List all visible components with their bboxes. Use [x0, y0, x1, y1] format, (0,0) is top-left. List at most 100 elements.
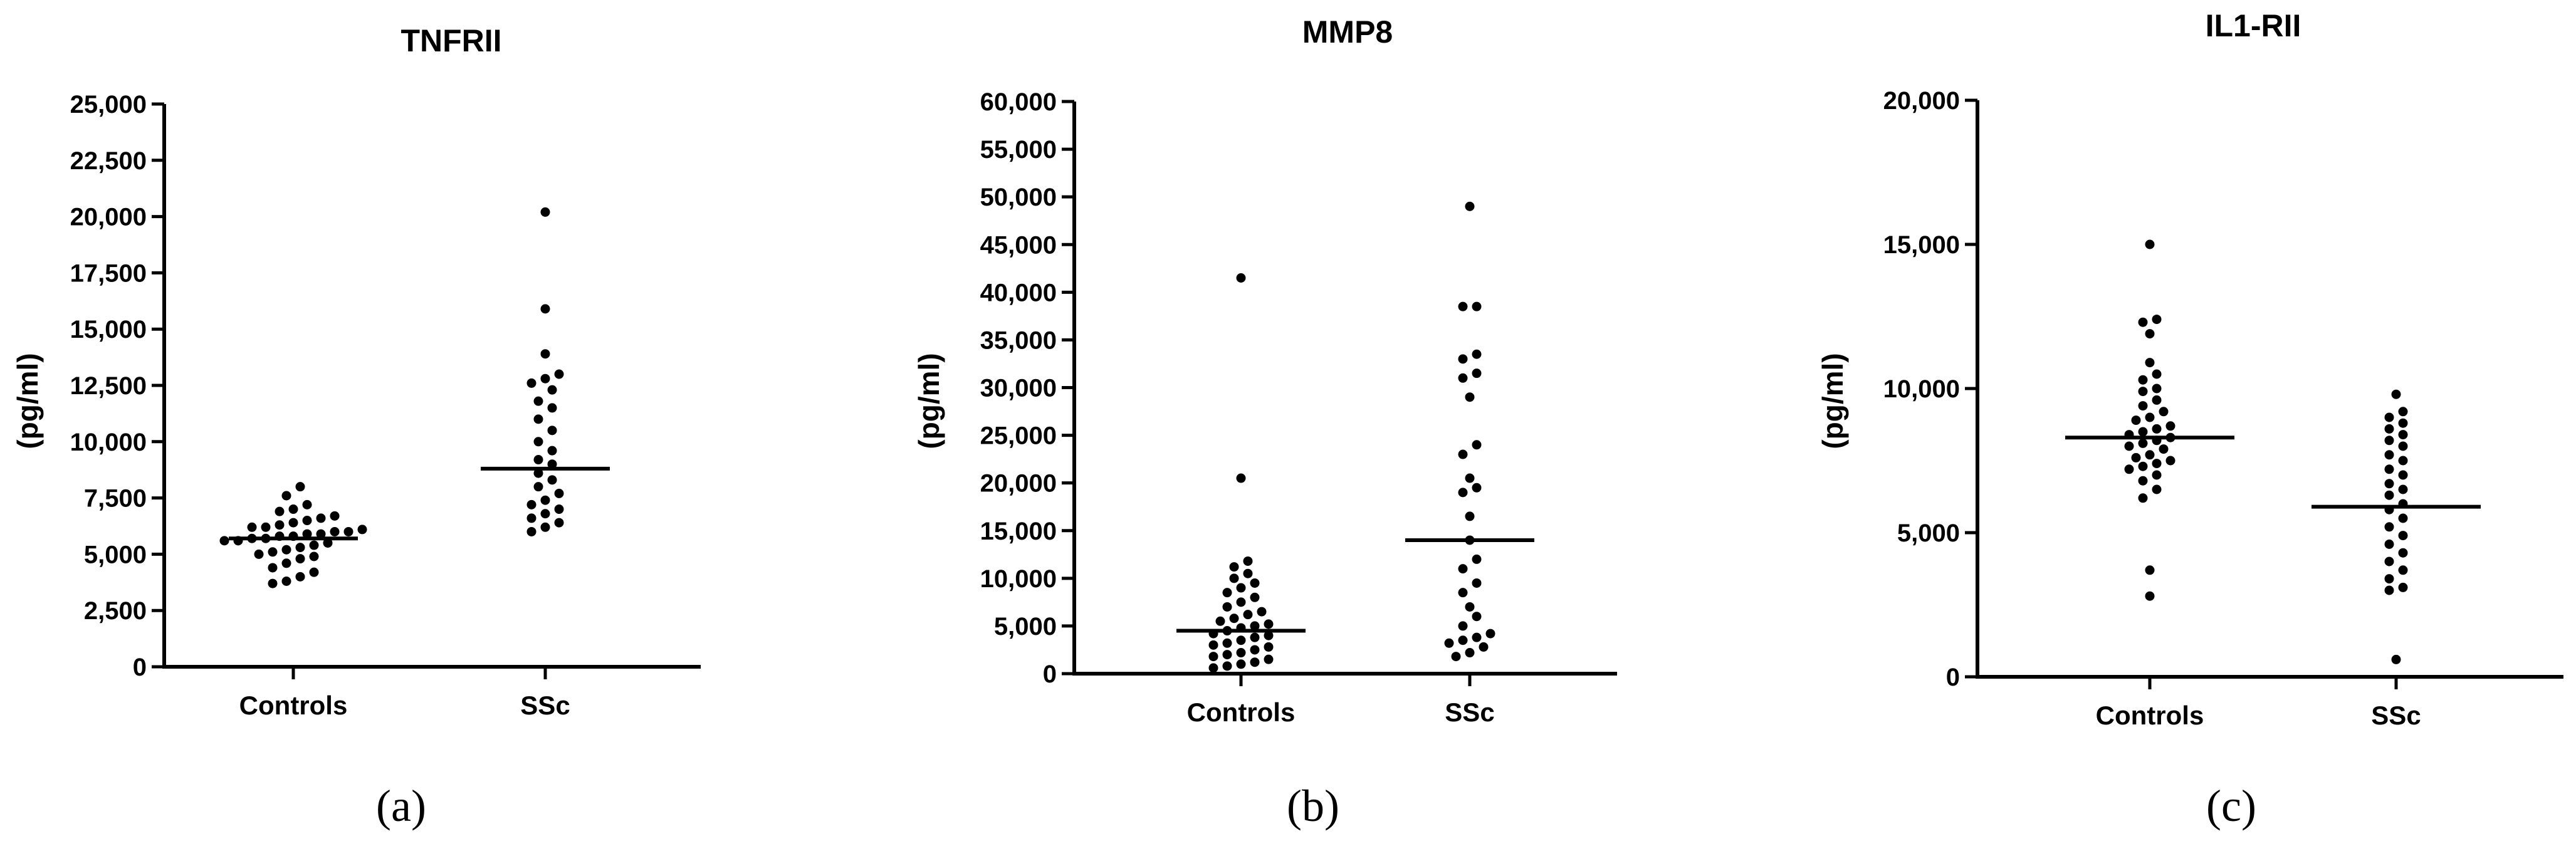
data-point	[1485, 629, 1495, 639]
data-point	[1236, 273, 1246, 283]
data-point	[1458, 301, 1468, 311]
data-point	[547, 475, 557, 485]
data-point	[1472, 483, 1482, 493]
x-tick-label: Controls	[239, 691, 348, 720]
data-point	[330, 526, 340, 536]
data-point	[1236, 635, 1246, 645]
panel-title: TNFRII	[401, 23, 501, 58]
data-point	[540, 495, 550, 505]
data-point	[1243, 568, 1253, 578]
y-tick-label: 40,000	[980, 279, 1057, 306]
data-point	[2138, 401, 2148, 411]
data-point	[1465, 392, 1475, 402]
data-point	[2145, 412, 2155, 422]
data-point	[1250, 592, 1260, 602]
panel-title: IL1-RII	[2206, 8, 2301, 43]
data-point	[1250, 645, 1260, 655]
data-point	[2398, 565, 2408, 575]
data-point	[2152, 459, 2162, 469]
data-point	[309, 551, 319, 561]
x-tick-label: SSc	[1445, 697, 1494, 727]
y-tick-label: 7,500	[84, 485, 147, 513]
data-point	[1472, 440, 1482, 450]
data-point	[1215, 616, 1225, 626]
data-point	[1458, 488, 1468, 498]
data-point	[1236, 583, 1246, 593]
data-point	[547, 385, 557, 395]
data-point	[357, 525, 367, 535]
y-tick-label: 25,000	[70, 91, 147, 118]
data-point	[343, 526, 353, 536]
data-point	[540, 373, 550, 384]
data-point	[540, 522, 550, 532]
y-tick-label: 20,000	[980, 470, 1057, 498]
data-point	[2398, 582, 2408, 592]
data-point	[254, 549, 264, 559]
data-point	[2145, 329, 2155, 339]
data-point	[554, 504, 564, 514]
y-axis-title: (pg/ml)	[1816, 353, 1849, 449]
data-point	[547, 403, 557, 413]
data-point	[2384, 464, 2394, 474]
data-point	[275, 520, 285, 530]
panel-caption: (b)	[1287, 781, 1339, 831]
data-point	[1264, 642, 1274, 652]
data-point	[1243, 610, 1253, 620]
data-point	[1451, 652, 1461, 662]
data-point	[1444, 638, 1454, 648]
data-point	[2384, 574, 2394, 584]
data-point	[2138, 375, 2148, 385]
panel-title: MMP8	[1302, 14, 1393, 50]
data-point	[1465, 602, 1475, 612]
data-point	[2384, 436, 2394, 446]
data-point	[1479, 642, 1489, 652]
data-point	[275, 506, 285, 516]
y-axis-title: (pg/ml)	[11, 353, 44, 449]
data-point	[526, 513, 537, 523]
data-point	[2152, 424, 2162, 434]
data-point	[547, 446, 557, 456]
data-point	[1465, 648, 1475, 658]
y-tick-label: 35,000	[980, 326, 1057, 354]
data-point	[1236, 648, 1246, 658]
y-axis-title: (pg/ml)	[913, 353, 945, 449]
data-point	[554, 369, 564, 379]
data-point	[533, 455, 543, 465]
data-point	[2398, 456, 2408, 466]
data-point	[554, 488, 564, 498]
data-point	[2384, 479, 2394, 489]
data-point	[1458, 373, 1468, 383]
data-point	[1465, 473, 1475, 483]
data-point	[2391, 389, 2401, 399]
data-point	[295, 482, 305, 492]
data-point	[2152, 315, 2162, 325]
data-point	[547, 459, 557, 469]
data-point	[330, 511, 340, 521]
y-tick-label: 10,000	[70, 429, 147, 456]
data-point	[540, 207, 550, 217]
y-tick-label: 10,000	[1883, 375, 1960, 403]
data-point	[1243, 556, 1253, 566]
y-tick-label: 17,500	[70, 259, 147, 287]
data-point	[295, 543, 305, 553]
data-point	[2159, 407, 2169, 417]
data-point	[2398, 513, 2408, 523]
data-point	[2152, 369, 2162, 379]
data-point	[2145, 565, 2155, 575]
data-point	[2152, 384, 2162, 394]
panel-a: TNFRII (pg/ml) 0 2,500 5,000 7,500 10,000 12,…	[11, 23, 701, 831]
data-point	[247, 522, 257, 532]
data-point	[1264, 619, 1274, 629]
data-point	[1229, 562, 1239, 572]
plot-area: 0 2,500 5,000 7,500 10,000 12,500 15,000 17,500…	[70, 91, 701, 720]
data-point	[323, 538, 333, 548]
panel-c: IL1-RII (pg/ml) 0 5,000 10,000 15,000 20,000…	[1816, 8, 2563, 831]
y-tick-label: 60,000	[980, 88, 1057, 116]
y-tick-label: 2,500	[84, 597, 147, 625]
data-point	[268, 563, 278, 573]
data-point	[1208, 663, 1218, 673]
plot-area: 0 5,000 10,000 15,000 20,000 25,000 30,000 35,0…	[980, 88, 1617, 727]
y-tick-label: 12,500	[70, 372, 147, 400]
data-point	[2138, 427, 2148, 437]
data-point	[1208, 652, 1218, 662]
